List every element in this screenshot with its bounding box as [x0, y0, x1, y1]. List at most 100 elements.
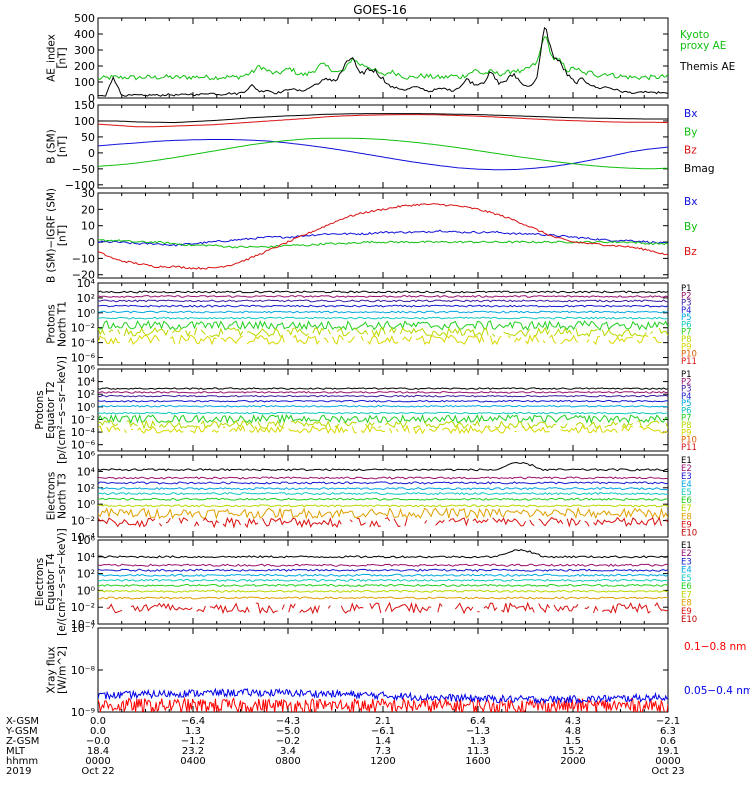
channel-line-e9 — [435, 519, 445, 526]
x-table-cell: 1.3 — [185, 726, 201, 737]
channel-line-p8 — [336, 328, 351, 337]
x-table-cell: 0000 — [85, 756, 110, 767]
channel-line-e9 — [566, 517, 581, 528]
channel-line-e9 — [299, 605, 320, 615]
y-tick-label: 10² — [77, 292, 95, 305]
channel-label: E5 — [681, 488, 692, 498]
channel-line-p9 — [106, 425, 121, 433]
x-row-label: hhmm — [6, 756, 38, 767]
y-axis-label: North T3 — [57, 473, 69, 519]
series-line-bx — [98, 139, 668, 171]
channel-line-e3 — [98, 481, 668, 485]
channel-line-p8 — [588, 421, 601, 429]
x-table-cell: 11.3 — [467, 746, 489, 757]
channel-line-p8 — [534, 326, 551, 337]
channel-line-e9 — [538, 603, 551, 614]
legend-label: Bz — [684, 145, 697, 157]
channel-line-e9 — [130, 602, 193, 612]
y-axis-label: Xray flux — [46, 647, 58, 694]
y-tick-label: 10⁰ — [77, 307, 96, 320]
channel-line-p8 — [575, 422, 586, 428]
legend-label: Bmag — [684, 163, 715, 175]
channel-line-p9 — [652, 336, 662, 343]
channel-line-p8 — [645, 420, 660, 427]
channel-line-e9 — [261, 517, 342, 529]
channel-line-p8 — [658, 327, 668, 336]
legend-label: Themis AE — [679, 61, 735, 73]
channel-line-p9 — [246, 333, 285, 345]
y-axis-label: Electrons — [46, 472, 58, 521]
channel-line-e9 — [393, 518, 401, 527]
channel-line-e1 — [98, 461, 668, 472]
channel-label: P10 — [681, 436, 697, 446]
channel-line-e3 — [98, 568, 668, 572]
channel-line-p4 — [98, 304, 668, 308]
channel-line-p9 — [560, 334, 579, 345]
channel-line-p9 — [360, 425, 386, 434]
channel-line-e9 — [529, 519, 535, 526]
channel-label: P3 — [681, 385, 692, 395]
channel-line-p9 — [639, 426, 668, 434]
y-tick-label: 10² — [77, 388, 95, 401]
channel-line-e9 — [404, 518, 408, 527]
panel-frame — [97, 17, 669, 99]
channel-line-e9 — [448, 517, 469, 527]
channel-line-p8 — [343, 421, 357, 427]
y-tick-label: 10² — [77, 482, 95, 495]
legend-label: proxy AE — [680, 40, 726, 52]
y-tick-label: 10⁰ — [77, 401, 96, 414]
channel-line-p8 — [621, 422, 634, 429]
channel-line-p9 — [98, 425, 103, 433]
y-tick-label: 100 — [74, 115, 95, 128]
x-table-cell: 1.3 — [470, 736, 486, 747]
y-axis-label: [p/(cm²−s−sr−keV)] — [56, 356, 68, 464]
channel-line-p8 — [494, 420, 524, 429]
channel-line-p8 — [257, 419, 285, 429]
channel-line-p8 — [424, 420, 469, 429]
channel-line-p8 — [378, 425, 382, 428]
channel-label: P8 — [681, 335, 692, 345]
y-tick-label: −50 — [72, 163, 95, 176]
series-line-bmag — [98, 113, 668, 124]
channel-label: P10 — [681, 350, 697, 360]
channel-line-p9 — [549, 334, 557, 344]
channel-line-p9 — [123, 429, 127, 434]
y-tick-label: 30 — [81, 187, 95, 200]
channel-line-e9 — [255, 602, 278, 615]
channel-label: P8 — [681, 421, 692, 431]
x-table-cell: 2.1 — [375, 716, 391, 727]
channel-line-p9 — [288, 424, 349, 435]
channel-label: P11 — [681, 443, 697, 453]
panel-frame — [97, 192, 669, 279]
y-axis-label: [nT] — [57, 136, 69, 157]
channel-line-e9 — [654, 602, 668, 612]
y-tick-label: 10⁻⁷ — [71, 622, 95, 635]
channel-label: E1 — [681, 541, 692, 551]
channel-line-e9 — [501, 601, 535, 613]
channel-line-p9 — [586, 339, 590, 343]
channel-label: E2 — [681, 464, 692, 474]
channel-line-p8 — [365, 422, 375, 428]
channel-label: E2 — [681, 549, 692, 559]
channel-line-e9 — [340, 602, 364, 614]
x-table-cell: 0400 — [180, 756, 205, 767]
x-table-cell: 1600 — [465, 756, 490, 767]
channel-line-p8 — [560, 423, 568, 429]
channel-label: P2 — [681, 291, 692, 301]
y-tick-label: 10⁻⁴ — [71, 531, 96, 544]
channel-line-p9 — [560, 424, 618, 434]
y-axis-label: Protons — [34, 390, 46, 429]
channel-line-e9 — [281, 604, 285, 610]
channel-line-p9 — [395, 428, 399, 433]
channel-line-e9 — [483, 602, 498, 612]
x-table-cell: −6.4 — [181, 716, 205, 727]
panel-xray: 10⁻⁹ 10⁻⁸ 10⁻⁷ Xray flux [W/m^2] 0.1−0.8 nm 0.… — [46, 622, 750, 719]
channel-label: P7 — [681, 414, 692, 424]
series-line-by — [98, 137, 668, 170]
channel-line-p8 — [400, 327, 489, 338]
series-line-kyoto-proxy-ae — [98, 36, 668, 81]
channel-line-e5 — [98, 491, 668, 496]
channel-line-p9 — [413, 427, 426, 435]
x-table-cell: −6.1 — [371, 726, 395, 737]
channel-line-p8 — [604, 420, 618, 428]
